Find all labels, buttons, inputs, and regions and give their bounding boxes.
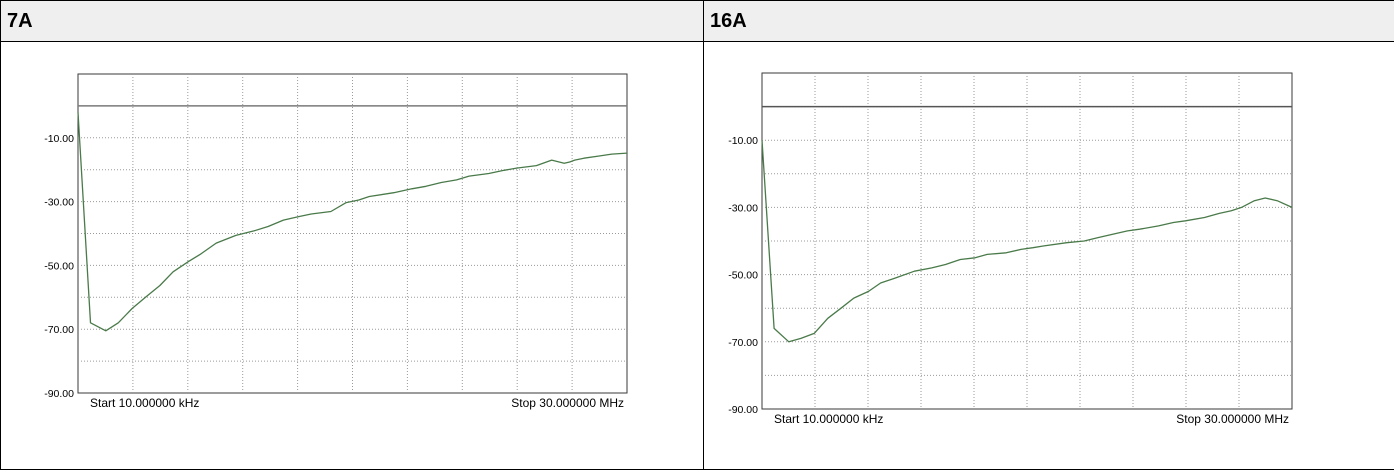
x-start-label: Start 10.000000 kHz: [774, 412, 883, 426]
y-tick-label: -50.00: [728, 270, 758, 282]
panel-body-right: -10.00 -30.00 -50.00 -70.00 -90.00 Start 10.0…: [704, 42, 1394, 470]
y-tick-label: -30.00: [728, 202, 758, 214]
line-chart-right: -10.00 -30.00 -50.00 -70.00 -90.00 Start 10.0…: [704, 42, 1394, 469]
y-tick-label: -10.00: [728, 135, 758, 147]
y-tick-label: -90.00: [728, 404, 758, 416]
line-chart-left: -10.00 -30.00 -50.00 -70.00 -90.00 Start 10.0…: [1, 42, 704, 469]
panel-title-right: 16A: [704, 1, 747, 33]
y-tick-label: -30.00: [44, 197, 74, 209]
y-tick-label: -10.00: [44, 133, 74, 145]
panel-body-left: -10.00 -30.00 -50.00 -70.00 -90.00 Start 10.0…: [1, 42, 704, 470]
y-tick-label: -70.00: [728, 337, 758, 349]
panel-header-left: 7A: [1, 1, 704, 42]
y-tick-label: -50.00: [44, 260, 74, 272]
y-tick-label: -90.00: [44, 388, 74, 400]
panel-title-left: 7A: [1, 1, 33, 33]
x-stop-label: Stop 30.000000 MHz: [511, 396, 624, 410]
x-stop-label: Stop 30.000000 MHz: [1176, 412, 1289, 426]
panel-header-right: 16A: [704, 1, 1394, 42]
x-start-label: Start 10.000000 kHz: [90, 396, 199, 410]
y-tick-label: -70.00: [44, 324, 74, 336]
